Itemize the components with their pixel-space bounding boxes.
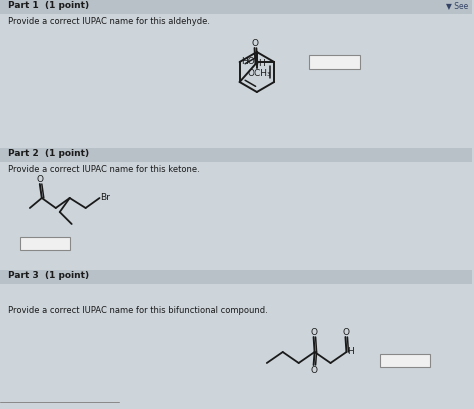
Text: Provide a correct IUPAC name for this ketone.: Provide a correct IUPAC name for this ke… xyxy=(8,165,200,174)
Text: OCH₃: OCH₃ xyxy=(248,69,272,78)
Text: Part 3  (1 point): Part 3 (1 point) xyxy=(8,272,89,281)
Text: Part 1  (1 point): Part 1 (1 point) xyxy=(8,2,89,11)
Bar xyxy=(380,354,430,367)
Text: H: H xyxy=(258,59,265,68)
Text: O: O xyxy=(310,328,318,337)
Bar xyxy=(309,55,360,69)
Text: Provide a correct IUPAC name for this aldehyde.: Provide a correct IUPAC name for this al… xyxy=(8,17,210,26)
Bar xyxy=(0,0,472,14)
Bar xyxy=(0,270,472,284)
Text: Provide a correct IUPAC name for this bifunctional compound.: Provide a correct IUPAC name for this bi… xyxy=(8,306,268,315)
Text: O: O xyxy=(252,39,258,48)
Text: HO: HO xyxy=(241,57,255,66)
Text: O: O xyxy=(343,328,349,337)
Text: ▼ See: ▼ See xyxy=(446,2,468,11)
Text: Br: Br xyxy=(100,193,110,202)
Text: O: O xyxy=(310,366,318,375)
Bar xyxy=(20,237,70,250)
Text: O: O xyxy=(37,175,44,184)
Text: Part 2  (1 point): Part 2 (1 point) xyxy=(8,150,89,159)
Text: H: H xyxy=(347,347,354,356)
Bar xyxy=(0,148,472,162)
